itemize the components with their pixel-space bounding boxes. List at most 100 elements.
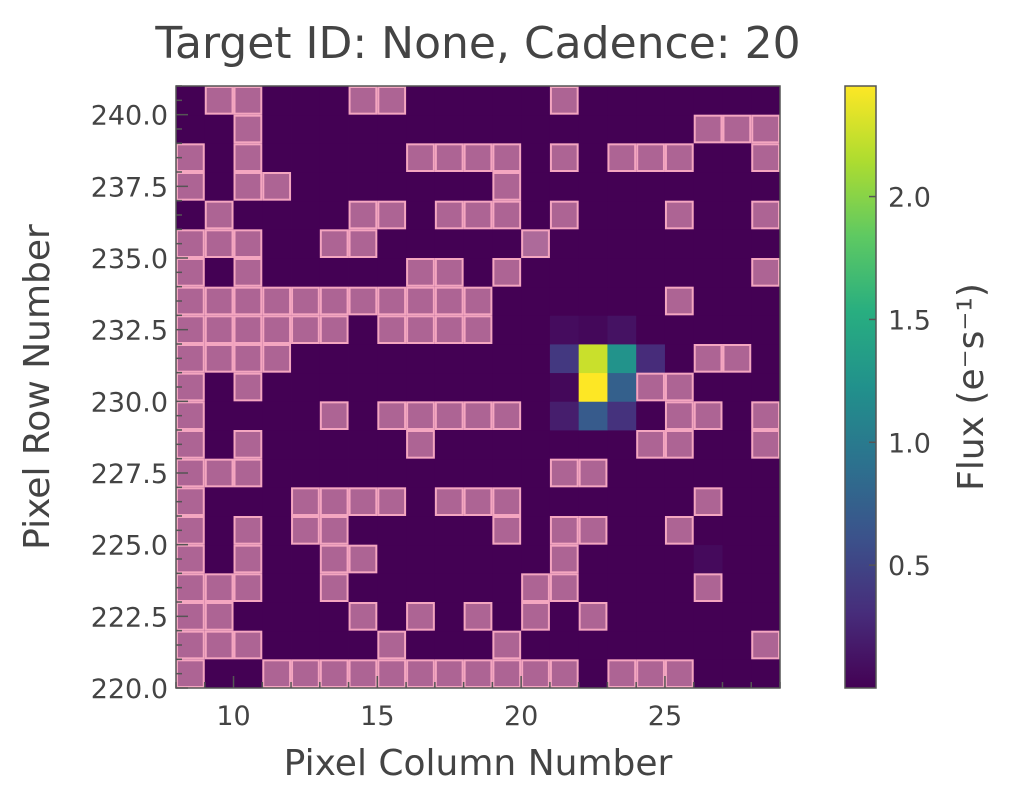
pixel-cell (463, 630, 493, 660)
y-tick-label: 237.5 (91, 172, 168, 203)
pixel-cell (607, 286, 637, 316)
pixel-cell (434, 372, 465, 402)
pixel-cell (607, 544, 637, 574)
pixel-cell (693, 86, 723, 116)
pixel-cell (521, 487, 551, 517)
pixel-cell (291, 458, 321, 488)
pixel-cell (636, 258, 666, 288)
x-tick-label: 10 (216, 701, 250, 732)
pixel-cell (549, 286, 580, 316)
pixel-cell (291, 172, 321, 202)
pixel-cell (406, 86, 436, 116)
pixel-cell (693, 659, 723, 689)
pixel-cell (377, 458, 407, 488)
pixel-cell (751, 372, 781, 402)
pixel-cell (636, 200, 666, 230)
aperture-pixel (233, 544, 263, 574)
pixel-cell (664, 86, 695, 116)
pixel-cell (578, 430, 608, 460)
pixel-cell (521, 630, 551, 660)
pixel-cell (406, 630, 436, 660)
pixel-cell (664, 229, 695, 259)
pixel-cell (492, 544, 522, 574)
pixel-cell (377, 114, 407, 144)
pixel-cell (348, 458, 378, 488)
aperture-pixel (492, 487, 522, 517)
aperture-pixel (492, 258, 522, 287)
pixel-cell (233, 487, 263, 517)
pixel-cell (521, 200, 551, 230)
pixel-cell (607, 430, 637, 460)
pixel-cell (607, 401, 637, 431)
aperture-pixel (751, 200, 781, 230)
aperture-pixel (664, 372, 694, 402)
pixel-cell (262, 229, 292, 259)
pixel-cell (291, 630, 321, 660)
pixel-cell (463, 458, 493, 488)
pixel-cell (664, 487, 695, 517)
pixel-cell (348, 315, 378, 345)
aperture-pixel (291, 315, 320, 345)
aperture-pixel (377, 86, 407, 115)
pixel-cell (664, 172, 695, 202)
pixel-cell (751, 516, 781, 546)
aperture-pixel (319, 516, 349, 545)
pixel-cell (636, 573, 666, 603)
pixel-cell (521, 258, 551, 288)
pixel-cell (521, 86, 551, 116)
pixel-cell (233, 200, 263, 230)
pixel-cell (348, 516, 378, 546)
aperture-pixel (233, 430, 263, 459)
pixel-cell (693, 286, 723, 316)
aperture-pixel (693, 344, 723, 373)
pixel-cell (722, 286, 752, 316)
pixel-cell (319, 430, 349, 460)
aperture-pixel (233, 114, 263, 144)
pixel-cell (693, 200, 723, 230)
pixel-cell (319, 143, 349, 173)
aperture-pixel (377, 315, 407, 345)
aperture-pixel (233, 458, 263, 488)
aperture-pixel (377, 286, 407, 316)
pixel-cell (693, 172, 723, 202)
aperture-pixel (348, 544, 378, 574)
colorbar-tick-label: 2.0 (888, 183, 931, 214)
pixel-cell (636, 516, 666, 546)
pixel-cell (607, 229, 637, 259)
pixel-cell (636, 630, 666, 660)
pixel-cell (434, 573, 465, 603)
pixel-cell (607, 344, 637, 374)
aperture-pixel (291, 659, 320, 688)
pixel-cell (549, 430, 580, 460)
aperture-pixel (693, 401, 723, 431)
aperture-pixel (204, 286, 234, 316)
aperture-pixel (233, 172, 263, 201)
y-tick-label: 220.0 (91, 674, 168, 705)
pixel-cell (463, 430, 493, 460)
aperture-pixel (434, 401, 464, 431)
pixel-cell (291, 143, 321, 173)
aperture-pixel (319, 401, 349, 431)
pixel-cell (348, 573, 378, 603)
aperture-pixel (204, 602, 234, 631)
aperture-pixel (204, 200, 234, 230)
aperture-pixel (204, 229, 234, 258)
pixel-cell (636, 487, 666, 517)
aperture-pixel (233, 86, 263, 115)
pixel-cell (262, 372, 292, 402)
aperture-pixel (406, 258, 435, 287)
pixel-cell (434, 516, 465, 546)
pixel-cell (204, 114, 234, 144)
aperture-pixel (693, 487, 723, 517)
pixel-cell (722, 143, 752, 173)
aperture-pixel (463, 602, 493, 631)
pixel-cell (406, 114, 436, 144)
pixel-cell (434, 172, 465, 202)
pixel-cell (377, 544, 407, 574)
pixel-cell (262, 430, 292, 460)
aperture-pixel (406, 659, 435, 688)
pixel-cell (722, 573, 752, 603)
aperture-pixel (262, 659, 292, 688)
y-tick-label: 230.0 (91, 387, 168, 418)
pixel-cell (291, 573, 321, 603)
